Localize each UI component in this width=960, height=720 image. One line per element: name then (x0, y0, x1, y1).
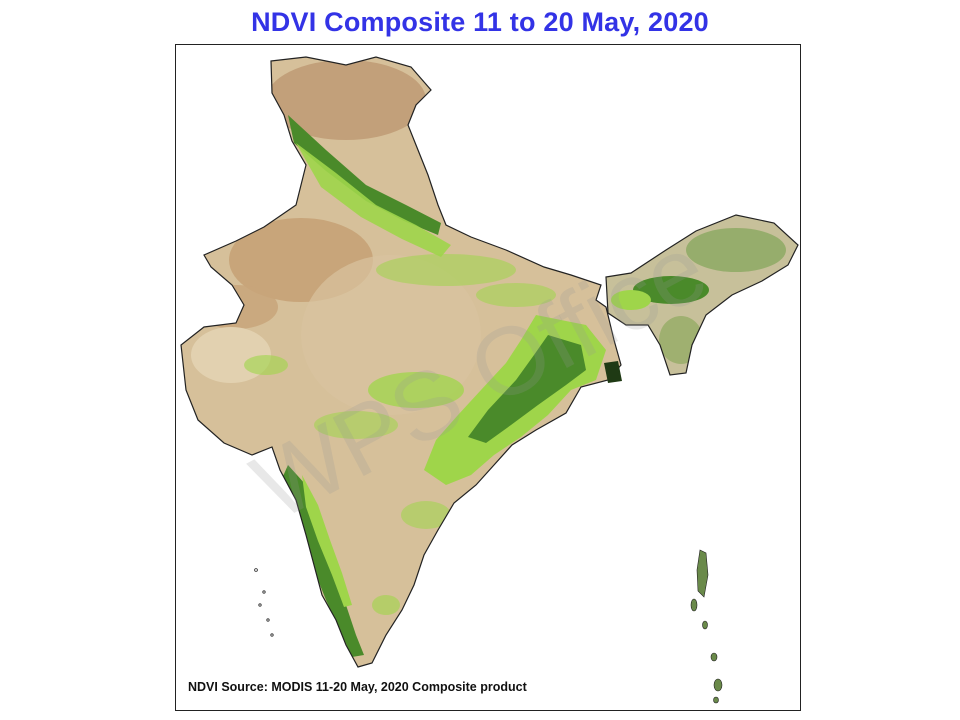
india-boundary (180, 56, 622, 668)
sundarbans-patch (604, 361, 622, 383)
lakshadweep-islands (254, 568, 274, 637)
north-east-region (606, 215, 798, 375)
ndvi-map (180, 56, 799, 704)
map-frame: NDVI Source: MODIS 11-20 May, 2020 Compo… (175, 44, 801, 711)
andaman-nicobar-islands (690, 549, 723, 704)
source-note: NDVI Source: MODIS 11-20 May, 2020 Compo… (188, 680, 527, 694)
map-title: NDVI Composite 11 to 20 May, 2020 (251, 7, 709, 37)
